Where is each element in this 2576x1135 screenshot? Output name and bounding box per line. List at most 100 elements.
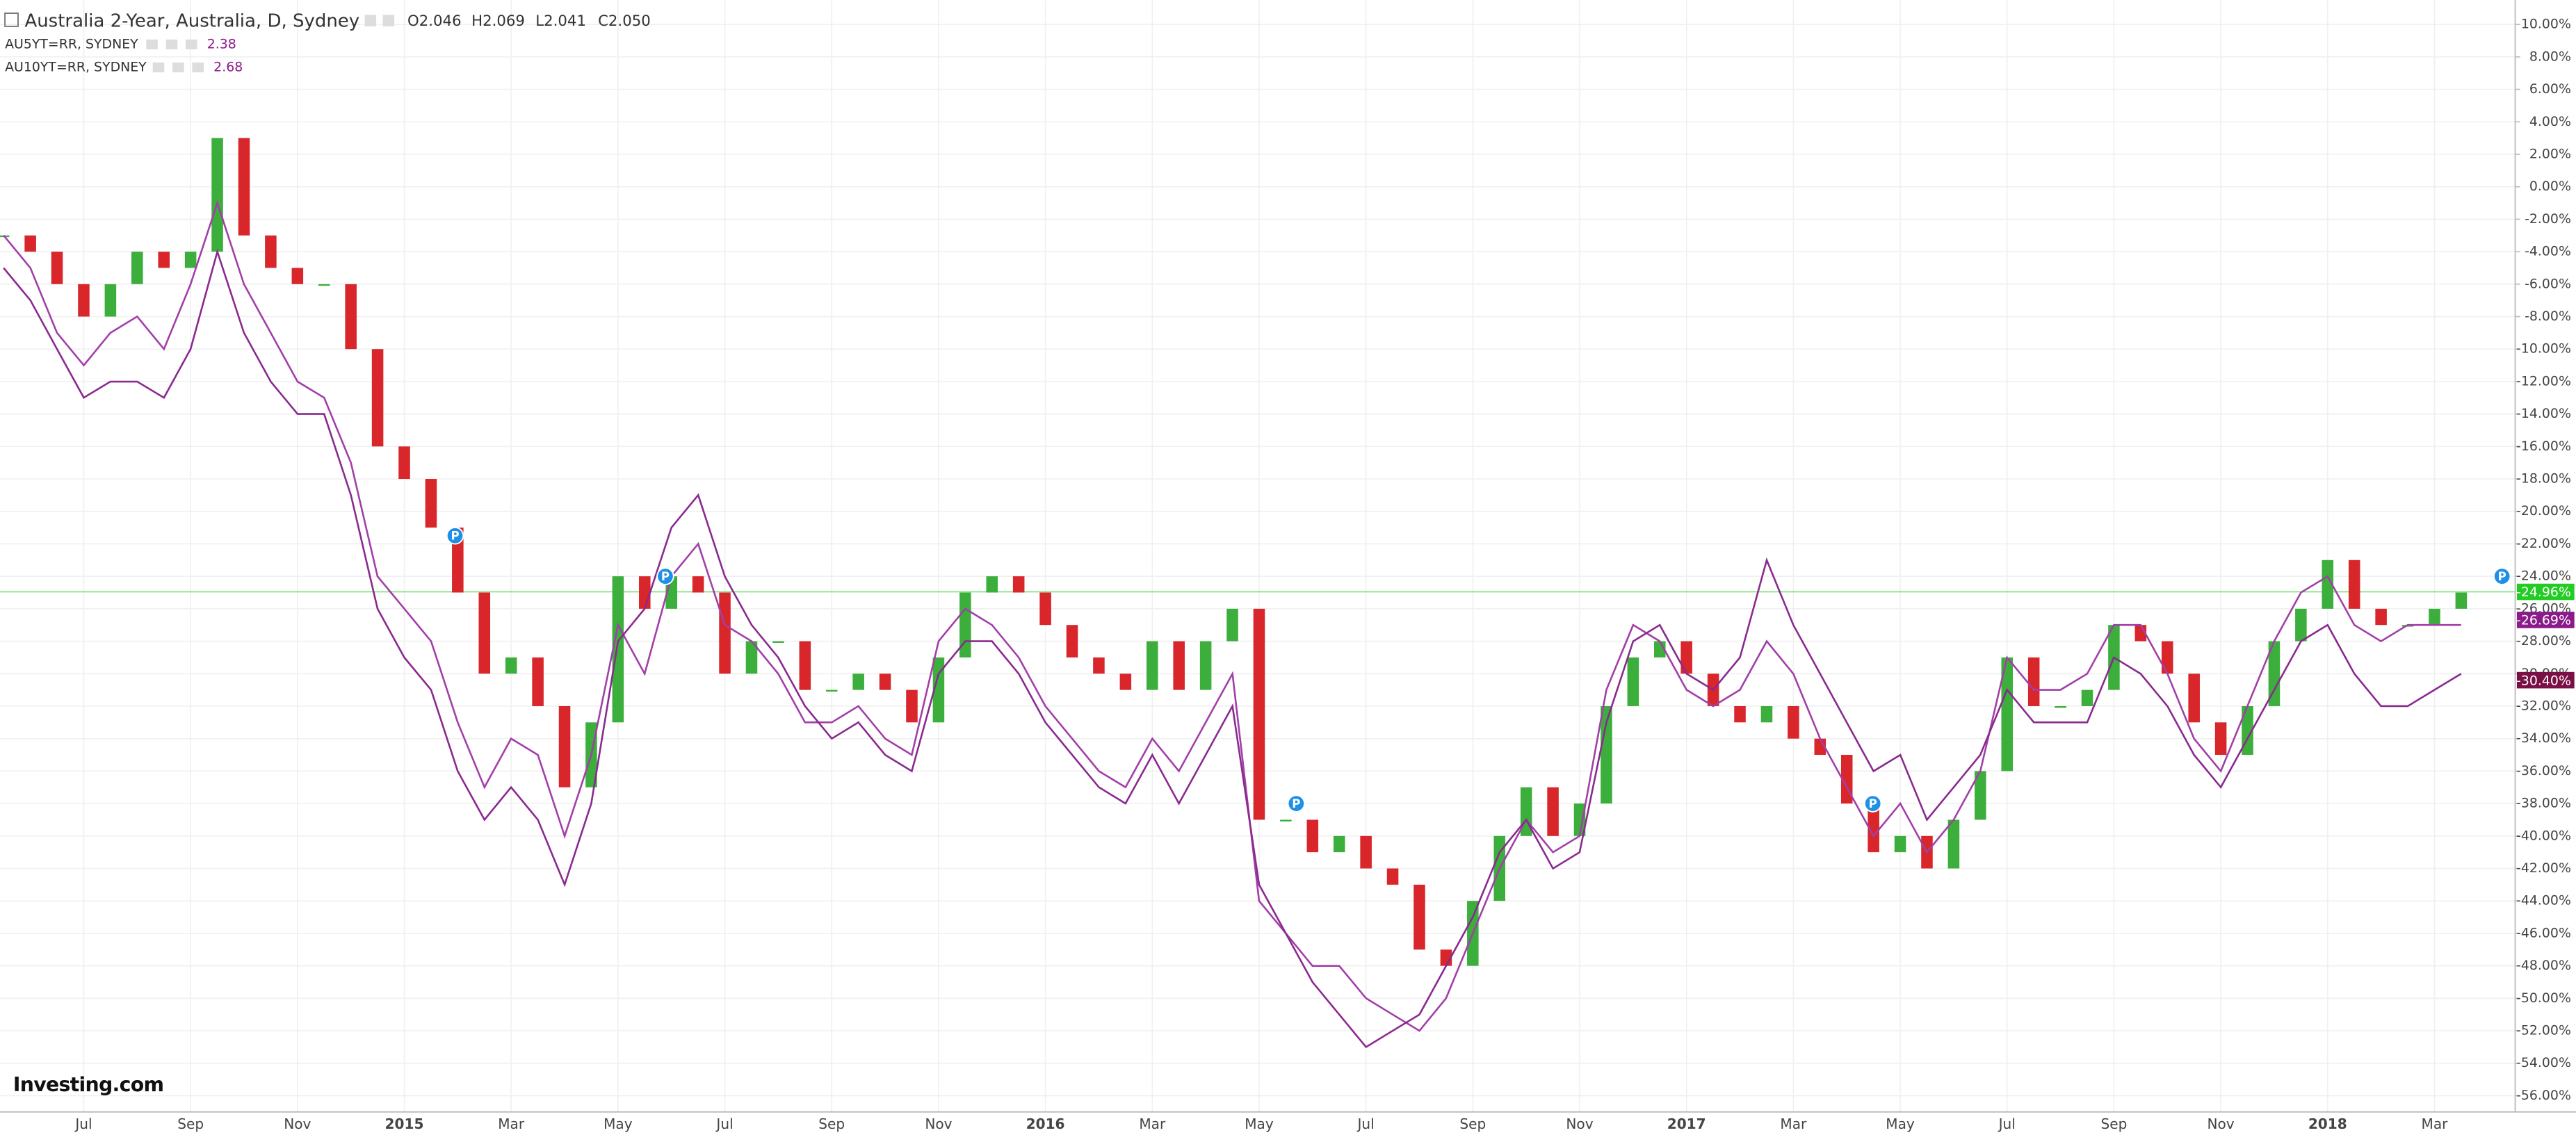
price-label-box <box>2516 671 2575 689</box>
x-tick-label: 2016 <box>1026 1116 1065 1132</box>
collapse-icon[interactable] <box>4 13 19 27</box>
candle <box>1119 673 1132 690</box>
candle <box>2081 689 2093 706</box>
overlay-icon[interactable] <box>165 39 178 50</box>
candle <box>879 673 891 690</box>
candle <box>371 349 384 447</box>
y-tick-label: -4.00% <box>2525 244 2571 259</box>
chart-title: Australia 2-Year, Australia, D, Sydney <box>24 10 359 31</box>
event-marker <box>1863 794 1882 813</box>
y-tick-label: 10.00% <box>2521 17 2571 32</box>
candle <box>318 284 330 286</box>
overlay-line <box>3 199 2461 1032</box>
x-tick-label: 2018 <box>2308 1116 2347 1132</box>
candle <box>1680 641 1692 674</box>
candle <box>1306 819 1319 853</box>
candle <box>1868 803 1879 853</box>
y-tick-label: -16.00% <box>2516 439 2571 454</box>
overlay-icon[interactable] <box>192 62 204 73</box>
y-tick-label: -28.00% <box>2516 633 2571 648</box>
candle <box>1173 641 1185 690</box>
overlay-value: 2.38 <box>207 36 236 51</box>
y-tick-label: 4.00% <box>2529 114 2571 129</box>
candle <box>1066 625 1078 658</box>
price-label: -30.40% <box>2516 673 2571 688</box>
x-tick-label: Nov <box>2208 1116 2235 1132</box>
settings-icon[interactable] <box>364 15 377 26</box>
x-tick-label: Sep <box>2100 1116 2127 1132</box>
ohlc-high: H2.069 <box>471 13 525 30</box>
candle <box>1413 884 1425 950</box>
candle <box>2214 722 2227 756</box>
x-tick-label: 2017 <box>1667 1116 1706 1132</box>
overlay-icon[interactable] <box>172 62 184 73</box>
price-label-box <box>2516 612 2575 628</box>
y-tick-label: -10.00% <box>2516 341 2571 357</box>
ohlc-open: O2.046 <box>407 13 462 30</box>
candle <box>1199 641 1212 690</box>
plot: P P P P P <box>0 138 2516 1049</box>
x-tick-label: Nov <box>925 1116 952 1132</box>
candle <box>2348 560 2360 609</box>
ohlc-close: C2.050 <box>598 13 651 30</box>
candle <box>2161 641 2173 674</box>
candle <box>2322 560 2334 609</box>
y-tick-label: -22.00% <box>2516 536 2571 551</box>
candle <box>799 641 811 690</box>
candle <box>1386 868 1399 885</box>
candle <box>1601 705 1612 804</box>
candle <box>1627 657 1639 706</box>
x-tick-label: Jul <box>1998 1116 2016 1132</box>
x-tick-label: Sep <box>177 1116 204 1132</box>
y-tick-label: -52.00% <box>2516 1023 2571 1038</box>
candle <box>1093 657 1105 674</box>
y-tick-label: -36.00% <box>2516 763 2571 778</box>
candle <box>1226 608 1238 642</box>
y-tick-label: -40.00% <box>2516 828 2571 843</box>
overlay-icon[interactable] <box>186 39 197 50</box>
y-tick-label: -34.00% <box>2516 730 2571 746</box>
candle <box>1333 835 1345 853</box>
candle <box>852 673 864 690</box>
y-tick-label: -50.00% <box>2516 990 2571 1006</box>
grid <box>0 0 2520 1112</box>
y-tick-label: -46.00% <box>2516 925 2571 940</box>
y-tick-label: 6.00% <box>2529 81 2571 97</box>
overlay-icon[interactable] <box>146 39 158 50</box>
overlay-name: AU5YT=RR, SYDNEY <box>5 36 138 51</box>
y-tick-label: -42.00% <box>2516 860 2571 876</box>
y-tick-label: -38.00% <box>2516 796 2571 811</box>
candle <box>772 641 784 643</box>
candle <box>1894 835 1906 853</box>
event-marker <box>1287 794 1306 813</box>
x-tick-label: Mar <box>498 1116 525 1132</box>
candle <box>24 235 36 252</box>
x-tick-label: May <box>1886 1116 1915 1132</box>
x-tick-label: 2015 <box>385 1116 424 1132</box>
candle <box>1734 705 1746 723</box>
candle <box>558 705 571 787</box>
x-tick-label: Jul <box>74 1116 92 1132</box>
candle <box>2429 608 2440 626</box>
y-tick-label: -32.00% <box>2516 698 2571 713</box>
overlay-icon[interactable] <box>152 62 165 73</box>
candle <box>238 138 250 236</box>
hide-icon[interactable] <box>382 15 395 26</box>
candle <box>2375 608 2387 626</box>
candle <box>104 284 117 317</box>
candle <box>1360 835 1372 869</box>
x-tick-label: Jul <box>715 1116 733 1132</box>
overlay-line <box>3 248 2462 1049</box>
event-marker-label: P <box>1869 797 1877 810</box>
candle <box>692 576 704 593</box>
y-tick-label: -6.00% <box>2525 276 2571 291</box>
y-tick-label: -44.00% <box>2516 893 2571 908</box>
candle <box>1947 819 1960 869</box>
candle <box>265 235 277 268</box>
candle <box>2455 592 2468 609</box>
candle <box>932 657 945 723</box>
candle <box>639 576 651 609</box>
event-marker <box>2493 567 2511 585</box>
x-tick-label: May <box>1245 1116 1274 1132</box>
